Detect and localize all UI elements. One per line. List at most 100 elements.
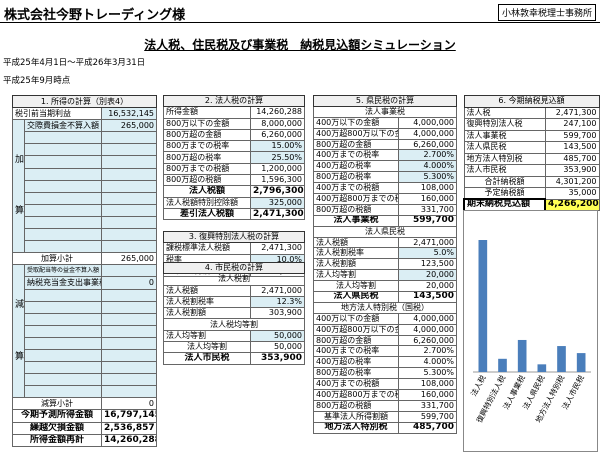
row: 800万超の税額 1,596,300 xyxy=(163,174,305,187)
row: 地方法人特別税（国税） xyxy=(313,301,457,314)
as-of: 平成25年9月時点 xyxy=(3,76,71,86)
row-value xyxy=(100,167,158,181)
table: 2. 法人税の計算 所得金額 14,260,288 800万以下の金額 8,000,00… xyxy=(163,94,305,221)
row-value: 50,000 xyxy=(250,329,305,343)
row-label xyxy=(24,179,102,193)
side-box: 加算 xyxy=(15,135,25,238)
row-label: 法人税額 xyxy=(163,284,251,297)
row xyxy=(13,131,158,145)
row: 4. 市民税の計算 xyxy=(163,261,305,275)
row-label: 800万超の税額 xyxy=(313,203,399,216)
row: 800万超の金額 6,260,000 xyxy=(313,138,457,151)
row xyxy=(13,167,158,181)
row-value: 353,900 xyxy=(250,352,305,365)
section-title: 1. 所得の計算（別表4） xyxy=(11,94,158,109)
row-label: 受取配当等の益金不算入額 xyxy=(24,264,102,278)
row-label: 地方法人特別税 xyxy=(463,152,546,165)
row-label: 法人税割額 xyxy=(163,307,251,320)
row-value: 4,000,000 xyxy=(398,312,457,325)
row: 今期予測所得金額 16,797,145 xyxy=(12,409,158,423)
row-value xyxy=(100,348,158,363)
row-label xyxy=(24,143,102,157)
row-label: 予定納税額 xyxy=(463,187,546,200)
section-title: 4. 市民税の計算 xyxy=(163,261,305,275)
row-label: 復興特別法人税 xyxy=(463,118,546,131)
row-label xyxy=(24,361,102,375)
row-label: 法人税額 xyxy=(163,185,251,198)
row-label: 800万超の金額 xyxy=(163,128,251,142)
row-label: 合計納税額 xyxy=(463,175,546,188)
row-value: 14,260,288 xyxy=(250,106,305,119)
side-char: 算 xyxy=(15,206,25,217)
row-label: 加算小計 xyxy=(12,252,102,266)
row-label: 差引法人税額 xyxy=(163,207,251,221)
row-value: 20,000 xyxy=(398,269,457,282)
row-label: 800万超の税率 xyxy=(163,151,251,164)
row: 400万以下の金額 4,000,000 xyxy=(313,312,457,325)
row-value: 1,200,000 xyxy=(250,162,305,176)
row-value: 108,000 xyxy=(398,378,457,391)
row-value: 247,100 xyxy=(544,118,600,131)
row-label: 800万以下の金額 xyxy=(163,117,251,130)
row: 1. 所得の計算（別表4） xyxy=(11,94,158,109)
bar xyxy=(557,346,566,372)
row xyxy=(13,312,158,326)
row-label: 400万までの税率 xyxy=(313,345,399,358)
row-value xyxy=(100,324,158,338)
row-value: 4,000,000 xyxy=(398,116,457,129)
period: 平成25年4月1日～平成26年3月31日 xyxy=(3,58,146,68)
row-value: 325,000 xyxy=(250,196,305,209)
row-label xyxy=(24,228,102,242)
row: 400万以下の金額 4,000,000 xyxy=(313,116,457,129)
row: 減算 受取配当等の益金不算入額 xyxy=(12,264,158,399)
row-value xyxy=(100,264,158,278)
row: 地方法人特別税 485,700 xyxy=(463,152,600,165)
row-value: 485,700 xyxy=(544,152,600,165)
side-label: 減算 xyxy=(12,264,25,399)
row-value xyxy=(100,240,158,254)
row-value: 485,700 xyxy=(398,421,457,434)
row-label: 法人県民税 xyxy=(463,141,546,154)
row-value: 4.000% xyxy=(398,160,457,173)
row-label: 法人税割額 xyxy=(313,258,399,271)
body: 2. 法人税の計算 所得金額 14,260,288 800万以下の金額 8,000,00… xyxy=(163,94,305,221)
client-name: 株式会社今野トレーディング様 xyxy=(4,8,186,23)
row-label: 800万超の税率 xyxy=(313,367,399,380)
body: 5. 県民税の計算 法人事業税 400万以下の金額 4,000,000 400万超800… xyxy=(313,95,457,434)
row: 地方法人特別税 485,700 xyxy=(313,421,457,434)
row-label: 400万までの税額 xyxy=(313,378,399,391)
row: 加算 交際費損金不算入額 265,000 xyxy=(12,119,158,254)
row: 800万以下の金額 8,000,000 xyxy=(163,117,305,130)
row xyxy=(13,373,158,387)
row-label: 800万超の金額 xyxy=(313,138,399,151)
row: 所得金額再計 14,260,288 xyxy=(12,433,158,447)
row-value: 599,700 xyxy=(398,410,457,423)
row-value xyxy=(100,288,158,302)
row-value: 5.0% xyxy=(398,247,457,260)
row-value: 4.000% xyxy=(398,356,457,369)
row-label xyxy=(24,373,102,387)
row-value xyxy=(100,203,158,217)
row-label: 400万超800万以下の金額 xyxy=(313,323,399,336)
row: 加算小計 265,000 xyxy=(12,252,158,266)
row-value xyxy=(100,385,158,399)
row xyxy=(13,324,158,338)
row-value: 5.300% xyxy=(398,367,457,380)
row: 法人税割税率 5.0% xyxy=(313,247,457,260)
row: 法人県民税 143,500 xyxy=(313,291,457,303)
subtitle: 法人税、住民税及び事業税 納税見込額シミュレーション xyxy=(144,38,456,52)
row-label: 法人税 xyxy=(463,106,546,119)
row-value: 4,000,000 xyxy=(398,323,457,336)
section-title: 3. 復興特別法人税の計算 xyxy=(163,230,305,244)
row-label xyxy=(24,191,102,205)
row-label: 400万超800万以下の金額 xyxy=(313,127,399,140)
row: 800万超の税率 25.50% xyxy=(163,151,305,164)
row: 法人事業税 599,700 xyxy=(313,214,457,227)
row-value: 1,596,300 xyxy=(250,174,305,187)
row-value: 331,700 xyxy=(398,399,457,412)
row: 法人県民税 143,500 xyxy=(463,141,600,154)
row: 法人均等割 50,000 xyxy=(163,341,305,354)
row-value: 8,000,000 xyxy=(250,117,305,130)
